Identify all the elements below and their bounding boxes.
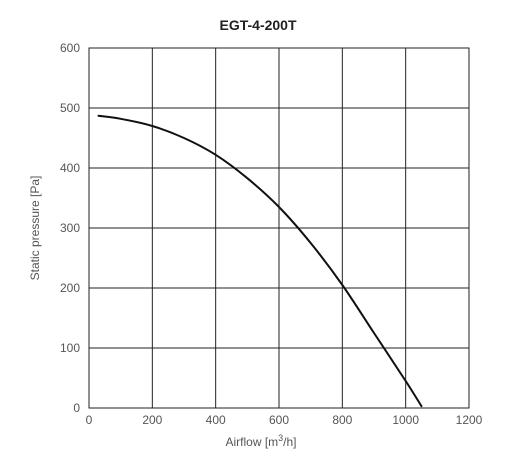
x-tick-label: 1200 [456, 413, 483, 427]
x-axis-label-prefix: Airflow [m [225, 435, 278, 449]
grid [88, 47, 470, 409]
x-axis-label-superscript: 3 [278, 433, 283, 443]
y-tick-label: 500 [60, 101, 80, 115]
y-tick-label: 600 [60, 41, 80, 55]
y-axis-label: Static pressure [Pa] [28, 176, 42, 281]
y-tick-label: 100 [60, 341, 80, 355]
y-tick-label: 400 [60, 161, 80, 175]
x-axis-label-suffix: /h] [283, 435, 296, 449]
x-tick-label: 400 [206, 413, 226, 427]
chart-title: EGT-4-200T [219, 17, 296, 33]
y-tick-label: 300 [60, 221, 80, 235]
x-tick-label: 800 [332, 413, 352, 427]
y-tick-labels: 0 100 200 300 400 500 600 [60, 41, 80, 415]
x-axis-label: Airflow [m3/h] [225, 433, 296, 449]
series-layer [97, 114, 423, 408]
x-tick-labels: 0 200 400 600 800 1000 1200 [86, 413, 483, 427]
y-tick-label: 200 [60, 281, 80, 295]
x-tick-label: 200 [142, 413, 162, 427]
series-line-0 [97, 114, 423, 408]
y-tick-label: 0 [73, 401, 80, 415]
x-tick-label: 600 [269, 413, 289, 427]
x-tick-label: 1000 [392, 413, 419, 427]
x-tick-label: 0 [86, 413, 93, 427]
